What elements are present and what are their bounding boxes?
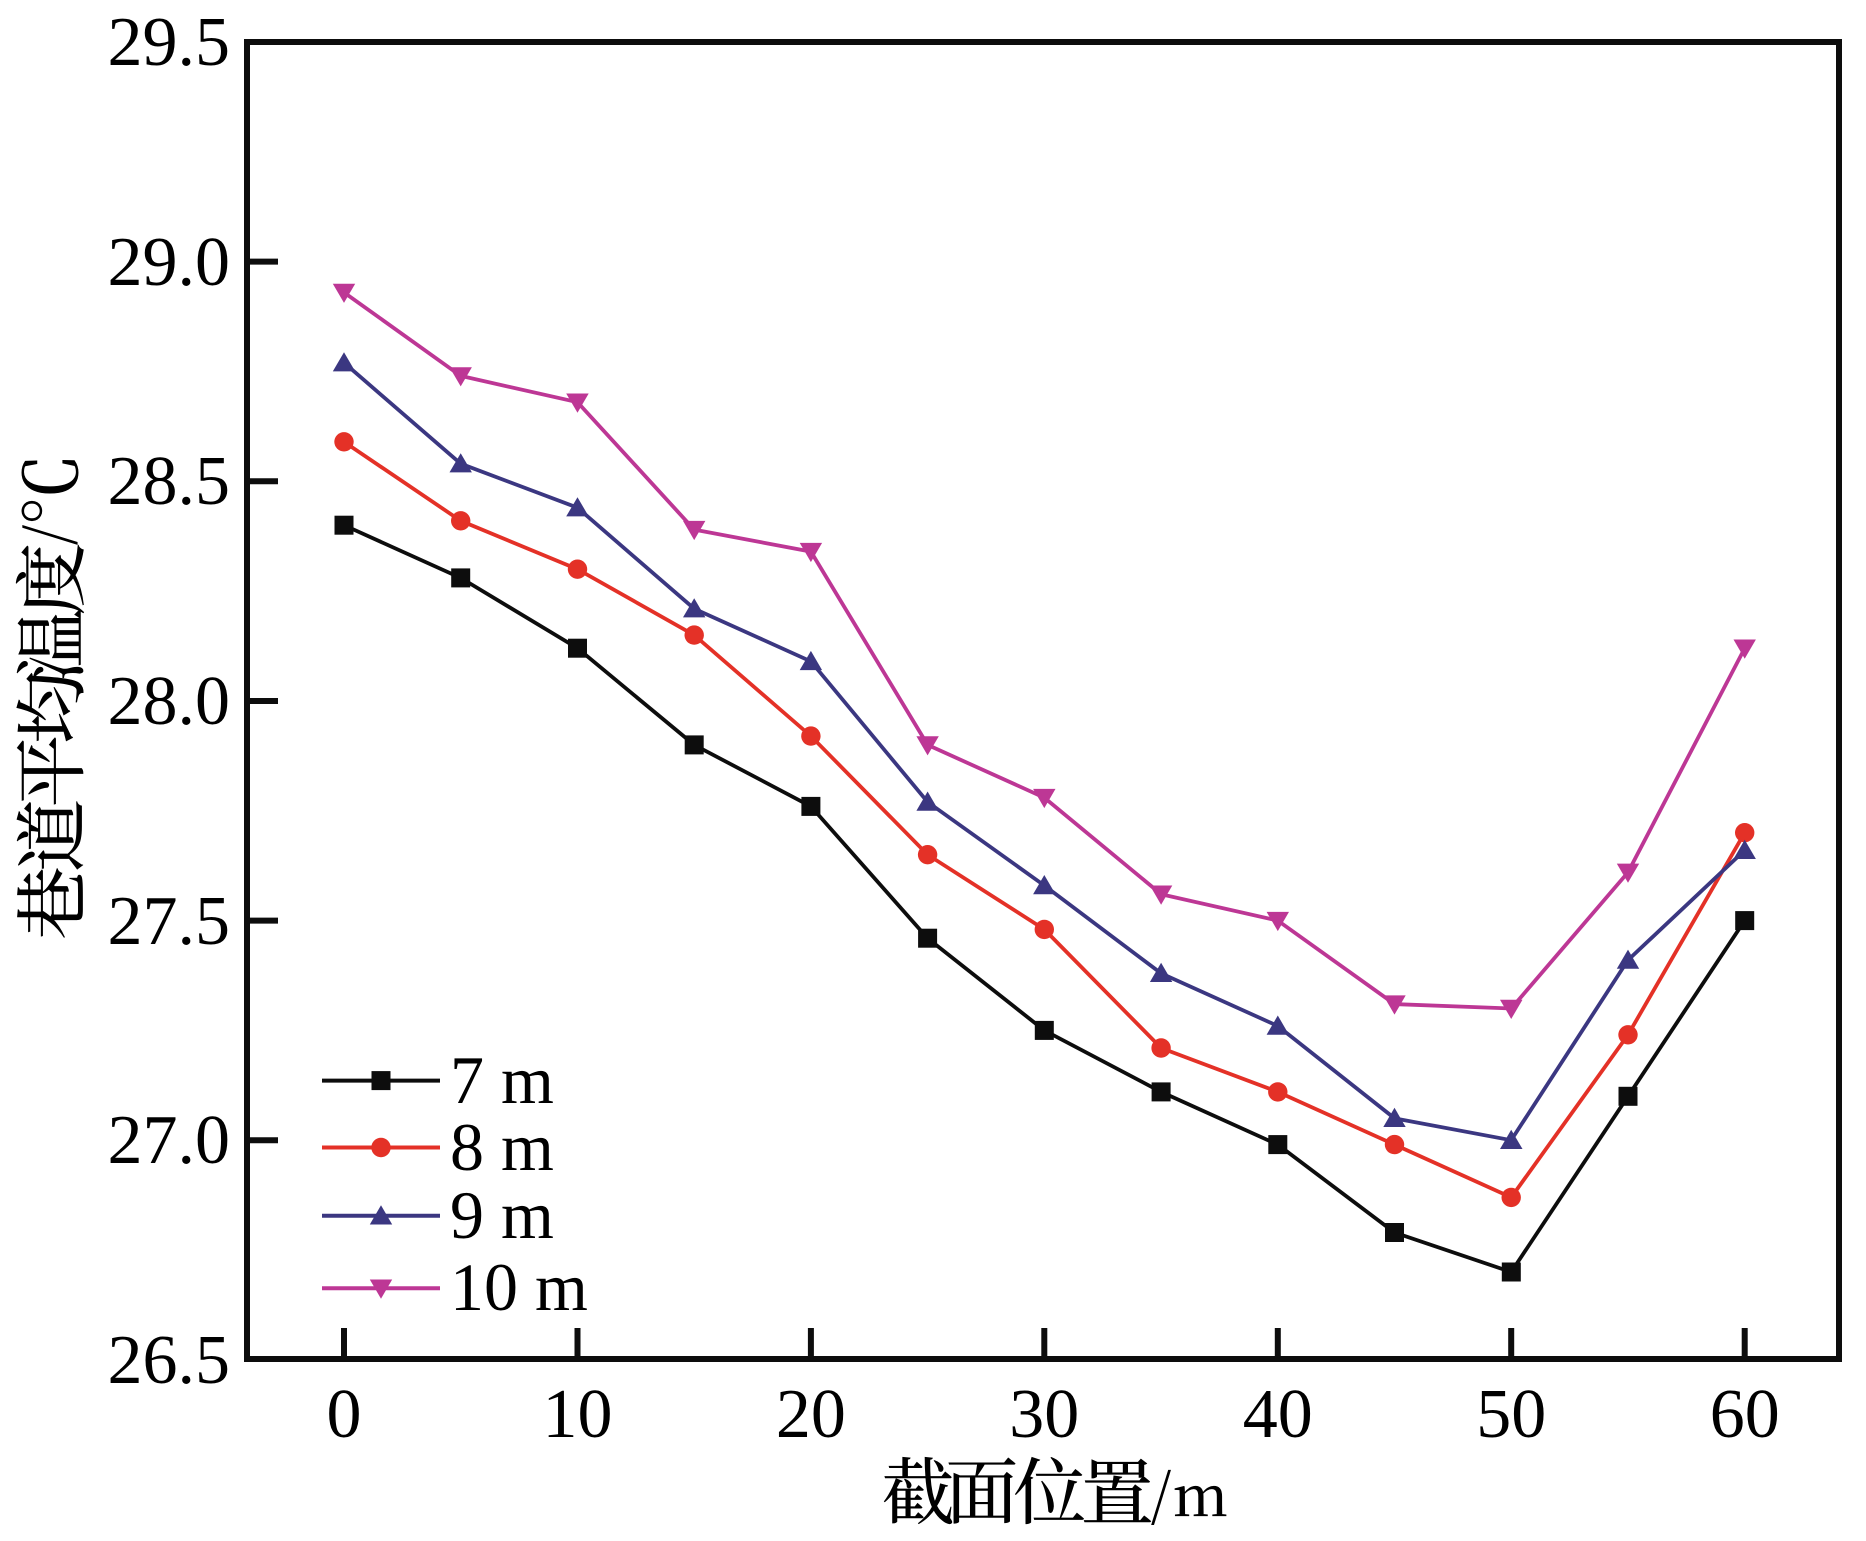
svg-text:10 m: 10 m bbox=[450, 1249, 588, 1325]
svg-text:50: 50 bbox=[1476, 1376, 1546, 1453]
svg-text:8 m: 8 m bbox=[450, 1109, 554, 1185]
svg-text:40: 40 bbox=[1243, 1376, 1313, 1453]
svg-text:26.5: 26.5 bbox=[108, 1322, 231, 1399]
svg-text:30: 30 bbox=[1009, 1376, 1079, 1453]
svg-text:7 m: 7 m bbox=[450, 1042, 554, 1118]
svg-text:28.0: 28.0 bbox=[108, 663, 231, 740]
svg-text:9 m: 9 m bbox=[450, 1177, 554, 1253]
svg-text:20: 20 bbox=[776, 1376, 846, 1453]
svg-text:0: 0 bbox=[327, 1376, 362, 1453]
svg-text:27.5: 27.5 bbox=[108, 883, 231, 960]
svg-text:60: 60 bbox=[1710, 1376, 1780, 1453]
svg-text:27.0: 27.0 bbox=[108, 1102, 231, 1179]
svg-text:29.5: 29.5 bbox=[108, 4, 231, 81]
svg-text:10: 10 bbox=[543, 1376, 613, 1453]
svg-text:29.0: 29.0 bbox=[108, 224, 231, 301]
svg-text:28.5: 28.5 bbox=[108, 443, 231, 520]
